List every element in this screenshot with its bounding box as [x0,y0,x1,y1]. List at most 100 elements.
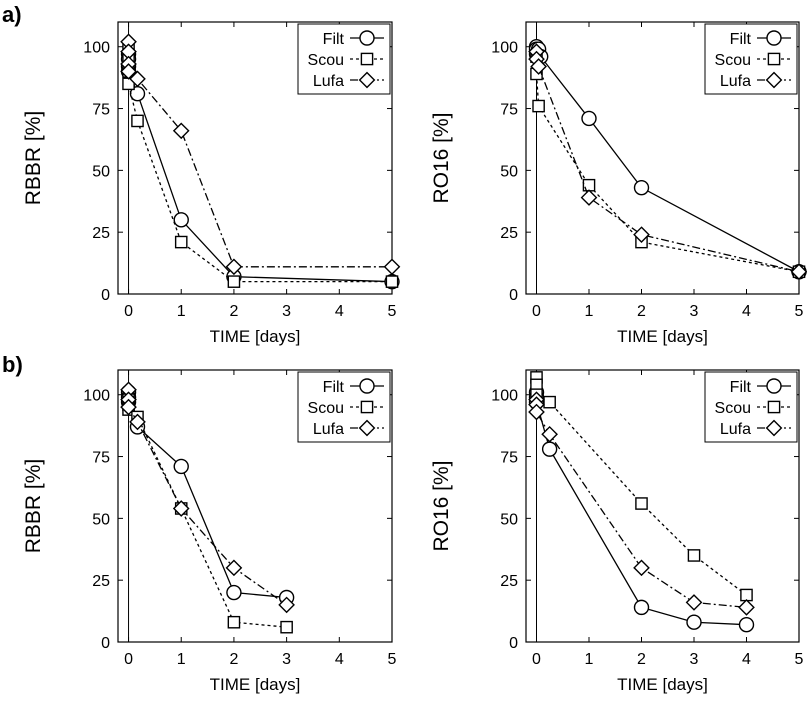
legend-marker-filt [359,30,375,46]
x-tick-label: 3 [690,303,699,320]
x-tick-label: 3 [282,651,291,668]
legend-label: Lufa [313,421,344,438]
y-tick-label: 100 [83,388,110,405]
data-point-lufa [738,599,755,616]
x-tick-label: 1 [177,651,186,668]
x-axis-title: TIME [days] [617,675,708,694]
legend-marker-lufa [765,419,783,437]
y-tick-label: 50 [500,163,518,180]
data-point-lufa [790,263,807,281]
series-line-lufa [127,389,287,606]
y-tick-label: 75 [92,102,110,119]
data-point-filt [633,599,650,616]
x-tick-label: 1 [585,303,594,320]
data-point-scou [635,497,648,510]
data-point-filt [686,614,702,630]
legend-label: Filt [323,31,345,48]
data-point-lufa [120,63,137,80]
data-point-filt [173,458,189,475]
x-tick-label: 5 [388,651,397,668]
data-point-lufa [120,398,137,416]
x-axis-title: TIME [days] [617,327,708,346]
data-point-scou [227,275,241,288]
y-tick-label: 100 [491,40,518,57]
plot-frame [117,21,393,295]
y-tick-label: 100 [83,40,110,57]
data-point-scou [385,275,399,288]
x-tick-label: 5 [795,651,804,668]
x-tick-label: 4 [742,303,751,320]
legend-label: Lufa [720,421,751,438]
y-axis-title: RO16 [%] [430,112,453,203]
y-tick-label: 0 [101,635,110,652]
x-axis-title: TIME [days] [210,327,301,346]
legend-marker-scou [767,52,781,66]
data-point-scou [543,395,556,409]
y-axis-title: RBBR [%] [22,459,45,554]
panel-label-b: b) [2,352,23,377]
x-tick-label: 2 [229,651,238,668]
data-point-filt [738,616,755,633]
legend-label: Lufa [313,73,344,90]
x-tick-label: 2 [637,303,646,320]
legend-marker-lufa [358,71,376,89]
legend-marker-lufa [765,71,783,89]
y-tick-label: 75 [500,450,518,467]
y-tick-label: 0 [509,287,518,304]
data-point-filt [581,110,597,127]
x-tick-label: 0 [532,651,541,668]
data-point-scou [227,615,241,629]
data-point-lufa [541,425,558,443]
x-tick-label: 2 [637,651,646,668]
data-point-lufa [633,226,650,243]
y-tick-label: 75 [500,102,518,119]
y-tick-label: 0 [101,287,110,304]
y-tick-label: 25 [500,573,518,590]
data-point-filt [173,212,189,228]
legend-marker-scou [767,400,781,414]
y-tick-label: 25 [500,225,518,242]
data-point-lufa [225,258,243,276]
data-point-lufa [129,70,146,88]
x-tick-label: 0 [124,651,133,668]
y-tick-label: 50 [92,163,110,180]
panel-label-a: a) [2,2,22,27]
legend-label: Scou [308,52,344,69]
x-tick-label: 5 [795,303,804,320]
data-point-lufa [685,594,703,611]
plot-frame [117,369,393,643]
data-point-scou [280,620,293,634]
legend-label: Filt [730,31,752,48]
y-tick-label: 25 [92,225,110,242]
plot-frame [525,21,800,295]
x-tick-label: 1 [177,303,186,320]
data-point-filt [226,584,242,601]
legend-marker-scou [360,400,374,414]
legend-marker-lufa [358,419,376,437]
x-tick-label: 4 [335,303,344,320]
data-point-lufa [278,596,295,614]
data-point-lufa [633,559,650,577]
x-tick-label: 1 [585,651,594,668]
y-tick-label: 50 [500,511,518,528]
legend-marker-filt [359,378,375,394]
y-axis-title: RBBR [%] [22,111,45,206]
legend-marker-filt [766,378,782,394]
data-point-scou [174,235,188,249]
data-point-lufa [383,258,401,276]
data-point-lufa [530,58,547,75]
data-point-scou [532,99,545,113]
x-tick-label: 2 [229,303,238,320]
y-tick-label: 50 [92,511,110,528]
data-point-filt [633,179,650,196]
legend-label: Filt [323,379,345,396]
data-point-scou [131,114,144,128]
x-axis-title: TIME [days] [210,675,301,694]
legend-label: Lufa [720,73,751,90]
x-tick-label: 0 [532,303,541,320]
